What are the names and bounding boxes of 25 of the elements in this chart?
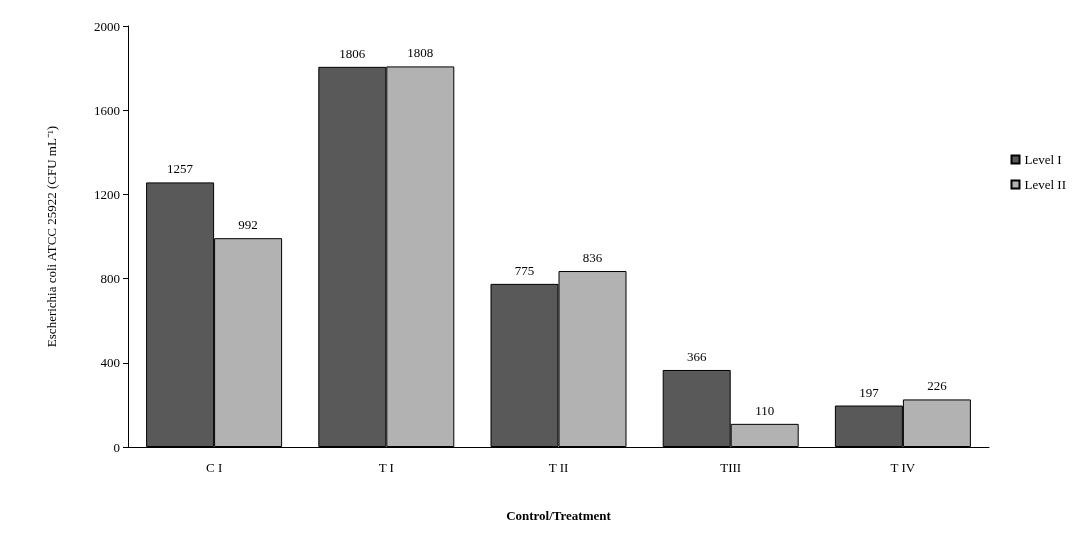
x-tick-label: C I xyxy=(205,460,223,475)
y-tick-label: 1200 xyxy=(94,186,120,202)
data-label: 1808 xyxy=(407,45,434,61)
x-tick-label: T IV xyxy=(890,460,916,475)
y-axis-title: Escherichia coli ATCC 25922 (CFU mL⁻¹) xyxy=(44,125,59,348)
data-label: 110 xyxy=(755,402,775,418)
data-label: 775 xyxy=(514,262,535,278)
y-tick-label: 400 xyxy=(100,355,120,371)
data-label: 992 xyxy=(238,217,258,233)
data-label: 197 xyxy=(859,384,880,400)
data-label: 1806 xyxy=(339,45,366,61)
y-tick-label: 1600 xyxy=(94,102,120,118)
data-label: 836 xyxy=(582,250,603,266)
data-label: 1257 xyxy=(167,161,194,177)
x-tick-label: T I xyxy=(378,460,394,475)
y-tick-label: 2000 xyxy=(94,18,120,34)
legend-label: Level I xyxy=(1024,152,1062,167)
x-axis-title: Control/Treatment xyxy=(506,508,612,523)
y-tick-label: 800 xyxy=(100,271,120,287)
legend-label: Level II xyxy=(1024,177,1067,192)
x-tick-label: T II xyxy=(548,460,569,475)
y-tick-label: 0 xyxy=(113,439,120,455)
data-label: 226 xyxy=(927,378,948,394)
x-tick-label: TIII xyxy=(720,460,742,475)
data-label: 366 xyxy=(686,348,707,364)
